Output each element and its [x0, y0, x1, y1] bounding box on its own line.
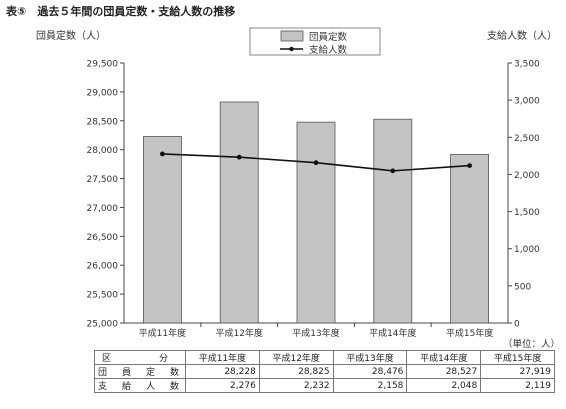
table-cell: 2,158	[332, 378, 408, 393]
right-axis-tick-label: 3,500	[514, 60, 540, 70]
table-cell: 2,232	[258, 378, 334, 393]
table-row: 団 員 定 数 28,228 28,825 28,476 28,527 27,9…	[93, 364, 555, 379]
table-column-header: 平成14年度	[406, 350, 482, 365]
legend-bar-swatch	[280, 30, 304, 42]
left-axis-tick-label: 29,500	[87, 60, 119, 70]
legend-line-marker	[289, 46, 294, 52]
line-point	[313, 160, 319, 166]
table-column-header: 平成11年度	[185, 350, 260, 365]
line-point	[390, 168, 396, 174]
legend: 団員定数 支給人数	[249, 27, 381, 56]
left-axis-tick-label: 27,000	[87, 204, 119, 214]
bar	[450, 153, 490, 324]
chart-area: 団員定数 支給人数 25,000 25,500 26,000 26,500 27,000…	[87, 27, 541, 340]
table-cell: 2,119	[480, 378, 555, 393]
left-axis-tick-label: 28,500	[87, 117, 119, 127]
left-axis-title: 団員定数（人）	[36, 31, 106, 42]
table-cell: 28,825	[258, 364, 334, 379]
right-axis-tick-label: 2,000	[514, 171, 540, 181]
left-axis-tick-label: 25,000	[87, 320, 119, 330]
bar	[219, 101, 259, 324]
x-axis-tick-label: 平成12年度	[215, 327, 262, 339]
left-axis-tick-label: 26,500	[87, 233, 119, 243]
legend-bar-label: 団員定数	[309, 31, 348, 43]
line-point	[160, 151, 165, 157]
x-axis-tick-label: 平成14年度	[369, 327, 416, 339]
left-axis-tick-label: 26,000	[87, 262, 119, 272]
right-axis-tick-label: 2,500	[514, 134, 540, 144]
x-axis-tick-label: 平成13年度	[292, 327, 339, 339]
left-axis-tick-label: 28,000	[87, 146, 119, 156]
right-axis-tick-label: 0	[514, 320, 520, 330]
data-table: 区 分 平成11年度 平成12年度 平成13年度 平成14年度 平成15年度 団…	[93, 350, 555, 393]
line-point	[236, 154, 242, 160]
table-column-header: 平成12年度	[258, 350, 334, 365]
x-axis-tick-label: 平成11年度	[139, 327, 186, 339]
bar	[296, 121, 336, 324]
chart-title: 表⑤ 過去５年間の団員定数・支給人数の推移	[6, 5, 236, 18]
right-axis-tick-label: 1,000	[514, 245, 540, 255]
table-cell: 27,919	[480, 364, 555, 379]
left-axis-tick-label: 29,000	[87, 88, 119, 98]
right-axis-tick-label: 3,000	[514, 97, 540, 107]
table-column-header: 平成15年度	[480, 350, 555, 365]
left-axis-tick-label: 25,500	[87, 291, 119, 301]
table-cell: 2,276	[185, 378, 260, 393]
legend-line-label: 支給人数	[309, 44, 348, 56]
table-header-row: 区 分 平成11年度 平成12年度 平成13年度 平成14年度 平成15年度	[93, 350, 555, 365]
right-axis-tick-label: 1,500	[514, 208, 540, 218]
bar	[142, 136, 182, 324]
bar	[373, 118, 413, 324]
table-cell: 28,476	[332, 364, 408, 379]
table-cell: 2,048	[406, 378, 482, 393]
table-row: 支 給 人 数 2,276 2,232 2,158 2,048 2,119	[93, 378, 555, 393]
plot: 25,000 25,500 26,000 26,500 27,000 27,500 28,0…	[87, 60, 541, 340]
table-cell: 28,228	[185, 364, 260, 379]
line-point	[467, 163, 472, 168]
unit-note: （単位：人）	[503, 339, 561, 350]
table-column-header: 平成13年度	[332, 350, 408, 365]
right-axis-title: 支給人数（人）	[487, 31, 557, 42]
left-axis-tick-label: 27,500	[87, 175, 119, 185]
table-cell: 28,527	[406, 364, 482, 379]
table-row-label: 支 給 人 数	[93, 378, 187, 393]
table-header-label: 区 分	[93, 350, 187, 365]
x-axis-tick-label: 平成15年度	[446, 327, 493, 339]
right-axis-tick-label: 500	[514, 282, 531, 292]
table-row-label: 団 員 定 数	[93, 364, 187, 379]
legend-box	[249, 27, 381, 56]
